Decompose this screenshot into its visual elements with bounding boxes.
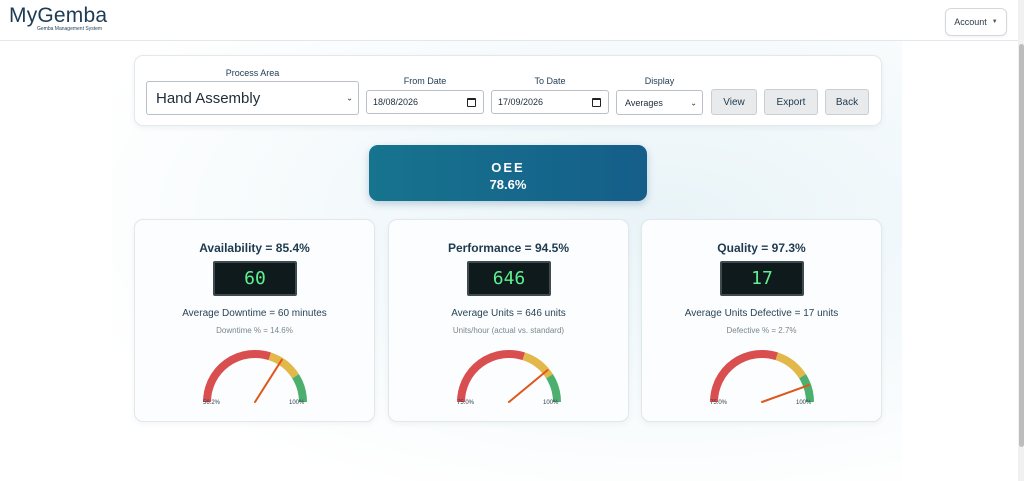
process-area-label: Process Area — [225, 68, 280, 78]
export-button[interactable]: Export — [764, 89, 818, 115]
display-select[interactable]: Averages ⌄ — [616, 90, 703, 115]
chevron-down-icon: ⌄ — [346, 93, 353, 103]
card-note: Downtime % = 14.6% — [216, 326, 293, 335]
from-date-input[interactable]: 18/08/2026 — [366, 90, 484, 114]
gauge-red-segment — [203, 350, 272, 403]
display-label: Display — [644, 76, 675, 86]
gauge-amber-segment — [522, 352, 553, 379]
gauge-amber-segment — [775, 352, 806, 379]
top-navbar: MyGemba Gemba Management System Account … — [0, 0, 1018, 41]
performance-gauge — [457, 350, 561, 403]
availability-card: Availability = 85.4% 60 Average Downtime… — [134, 219, 375, 422]
card-subtitle: Average Units = 646 units — [451, 308, 566, 319]
performance-card: Performance = 94.5% 646 Average Units = … — [388, 219, 629, 422]
gauge-needle — [508, 369, 549, 403]
availability-gauge — [203, 350, 307, 403]
vertical-scrollbar[interactable] — [1018, 0, 1024, 481]
view-button[interactable]: View — [711, 89, 757, 115]
quality-card: Quality = 97.3% 17 Average Units Defecti… — [641, 219, 882, 422]
from-date-value: 18/08/2026 — [373, 97, 419, 107]
brand-logo[interactable]: MyGemba Gemba Management System — [9, 4, 108, 33]
gauge-red-segment — [710, 350, 779, 403]
calendar-icon[interactable] — [467, 98, 476, 107]
gauge-green-segment — [292, 374, 307, 403]
process-area-value: Hand Assembly — [156, 89, 261, 107]
to-date-value: 17/09/2026 — [498, 97, 544, 107]
account-label: Account — [954, 17, 987, 27]
card-title: Performance = 94.5% — [447, 241, 570, 255]
card-title: Quality = 97.3% — [717, 241, 806, 255]
display-value: Averages — [625, 97, 663, 108]
card-subtitle: Average Downtime = 60 minutes — [182, 308, 327, 319]
from-date-label: From Date — [403, 76, 447, 86]
process-area-select[interactable]: Hand Assembly ⌄ — [146, 81, 359, 115]
gauge-min-label: 75.0% — [457, 400, 475, 406]
oee-value: 78.6% — [489, 177, 527, 192]
oee-label: OEE — [491, 160, 525, 175]
card-subtitle: Average Units Defective = 17 units — [684, 308, 839, 319]
back-button[interactable]: Back — [825, 89, 869, 115]
to-date-input[interactable]: 17/09/2026 — [491, 90, 609, 114]
caret-down-icon: ▼ — [991, 19, 998, 25]
card-title: Availability = 85.4% — [199, 241, 310, 255]
oee-banner: OEE 78.6% — [369, 145, 647, 201]
gauge-needle — [761, 384, 811, 403]
brand-name: MyGemba — [9, 4, 108, 27]
account-dropdown-button[interactable]: Account ▼ — [945, 8, 1007, 36]
to-date-label: To Date — [534, 76, 566, 86]
gauge-min-label: 56.2% — [203, 400, 221, 406]
gauge-green-segment — [546, 374, 561, 403]
card-note: Defective % = 2.7% — [726, 326, 797, 335]
chevron-down-icon: ⌄ — [690, 98, 697, 107]
lcd-display: 17 — [720, 261, 804, 296]
gauge-red-segment — [457, 350, 526, 403]
quality-gauge — [710, 350, 814, 403]
brand-subtitle: Gemba Management System — [37, 26, 103, 32]
gauge-max-label: 100% — [289, 400, 305, 406]
scrollbar-thumb[interactable] — [1019, 44, 1024, 447]
lcd-display: 60 — [213, 261, 297, 296]
gauge-needle — [254, 358, 283, 403]
lcd-display: 646 — [467, 261, 551, 296]
gauge-max-label: 100% — [796, 400, 812, 406]
calendar-icon[interactable] — [592, 98, 601, 107]
gauge-max-label: 100% — [543, 400, 559, 406]
card-note: Units/hour (actual vs. standard) — [452, 326, 565, 335]
gauge-min-label: 75.0% — [710, 400, 728, 406]
gauge-green-segment — [799, 374, 814, 403]
gauge-amber-segment — [268, 352, 299, 379]
